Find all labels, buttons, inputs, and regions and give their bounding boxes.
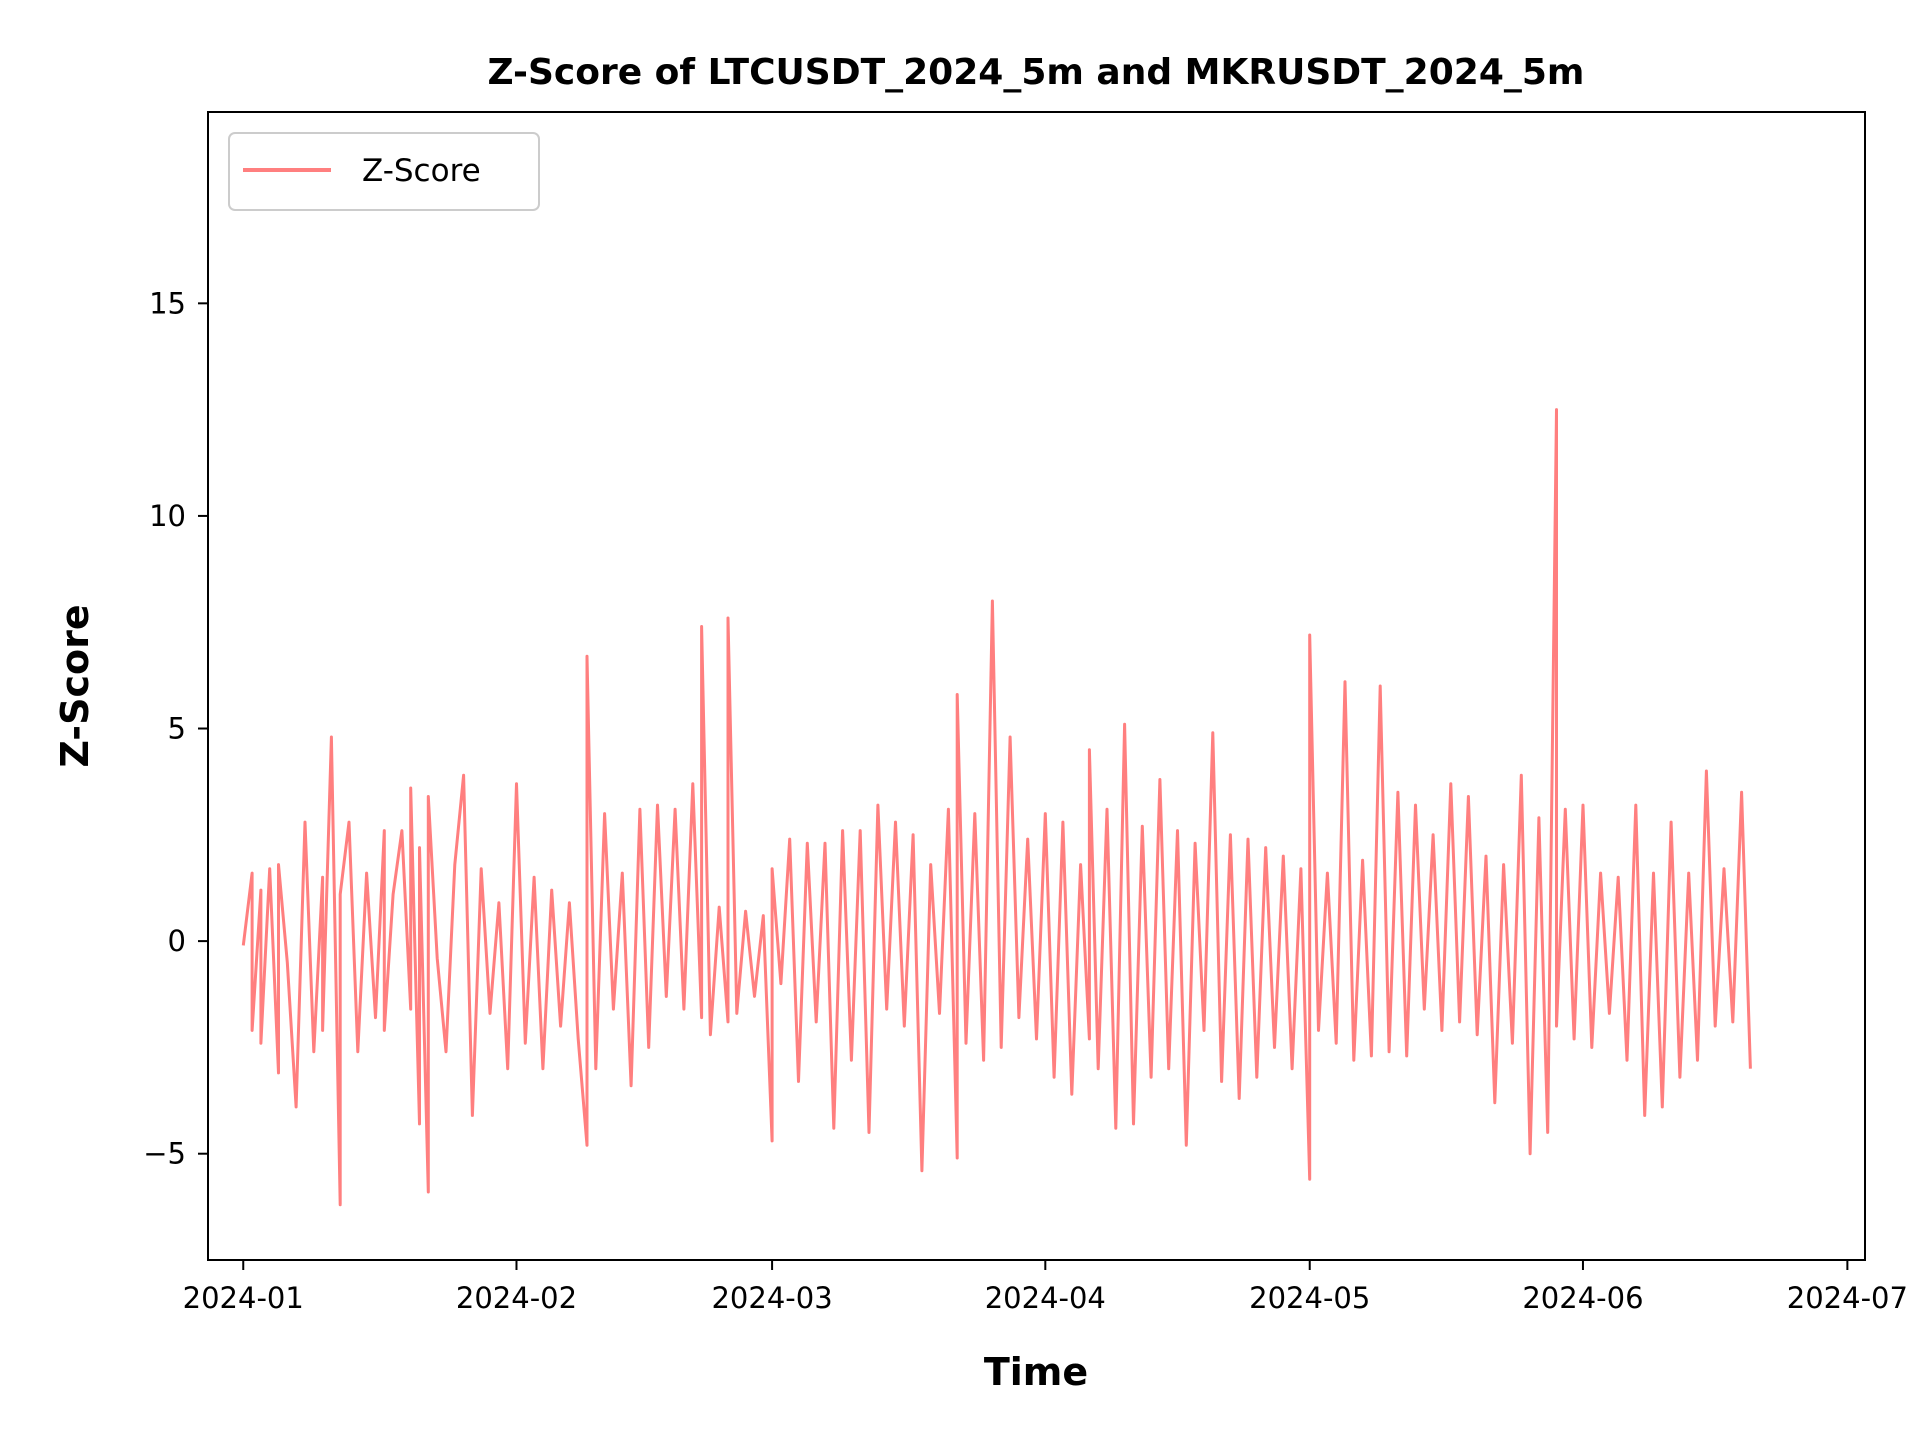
chart-title: Z-Score of LTCUSDT_2024_5m and MKRUSDT_2… — [488, 52, 1585, 93]
plot-frame — [207, 111, 1866, 1261]
x-tick-label: 2024-03 — [711, 1281, 832, 1315]
y-tick-label: 0 — [168, 924, 186, 958]
x-tick-label: 2024-02 — [456, 1281, 577, 1315]
series-line-z-score — [241, 408, 1752, 1207]
x-tick-label: 2024-04 — [985, 1281, 1106, 1315]
y-axis: −5 0 5 10 15 — [143, 286, 208, 1171]
y-tick-label: −5 — [143, 1137, 186, 1171]
x-axis-label: Time — [984, 1350, 1088, 1394]
x-tick-label: 2024-06 — [1522, 1281, 1643, 1315]
plot-area — [208, 112, 1865, 1260]
y-tick-label: 15 — [149, 286, 186, 320]
legend-box — [228, 132, 540, 211]
legend-label-z-score: Z-Score — [362, 153, 481, 189]
x-tick-label: 2024-07 — [1787, 1281, 1908, 1315]
x-axis: 2024-01 2024-02 2024-03 2024-04 2024-05 2024-… — [183, 1260, 1908, 1315]
y-axis-label: Z-Score — [53, 604, 97, 767]
y-tick-label: 5 — [168, 712, 186, 746]
x-tick-label: 2024-05 — [1249, 1281, 1370, 1315]
y-tick-label: 10 — [149, 499, 186, 533]
legend: Z-Score — [228, 132, 540, 211]
x-tick-label: 2024-01 — [183, 1281, 304, 1315]
